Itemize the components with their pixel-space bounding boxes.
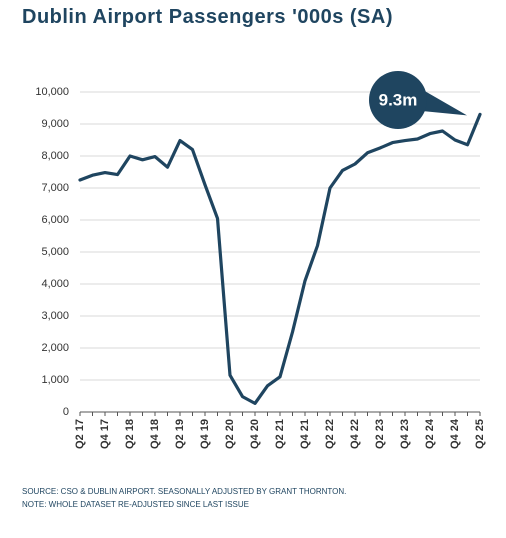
x-tick-label: Q2 22 — [324, 419, 336, 449]
x-tick-label: Q2 20 — [224, 419, 236, 449]
x-tick-label: Q4 24 — [449, 418, 461, 449]
x-tick-label: Q2 24 — [424, 418, 436, 449]
y-tick-label: 8,000 — [41, 150, 69, 162]
x-tick-label: Q2 25 — [474, 419, 486, 449]
x-tick-label: Q4 19 — [199, 419, 211, 449]
x-tick-label: Q4 20 — [249, 419, 261, 449]
x-tick-label: Q2 23 — [374, 419, 386, 449]
y-tick-label: 3,000 — [41, 310, 69, 322]
chart-notes: SOURCE: CSO & DUBLIN AIRPORT. SEASONALLY… — [22, 485, 346, 511]
x-tick-label: Q4 18 — [149, 419, 161, 449]
latest-value-callout: 9.3m — [369, 71, 467, 129]
y-tick-label: 4,000 — [41, 278, 69, 290]
x-tick-label: Q2 17 — [74, 419, 86, 449]
x-tick-label: Q4 21 — [299, 419, 311, 449]
x-tick-label: Q2 21 — [274, 419, 286, 449]
dataset-note: NOTE: WHOLE DATASET RE-ADJUSTED SINCE LA… — [22, 500, 250, 509]
source-note: SOURCE: CSO & DUBLIN AIRPORT. SEASONALLY… — [22, 487, 347, 496]
y-tick-label: 1,000 — [41, 374, 69, 386]
x-axis — [79, 411, 481, 416]
y-tick-label: 10,000 — [35, 86, 69, 98]
y-tick-label: 6,000 — [41, 214, 69, 226]
passengers-series-line — [78, 112, 482, 405]
callout-label: 9.3m — [379, 90, 418, 109]
x-tick-label: Q4 22 — [349, 419, 361, 449]
x-tick-label: Q4 17 — [99, 419, 111, 449]
y-tick-label: 5,000 — [41, 246, 69, 258]
callout-bubble — [369, 71, 427, 129]
x-tick-label: Q2 19 — [174, 419, 186, 449]
y-tick-label: 2,000 — [41, 342, 69, 354]
x-tick-label: Q4 23 — [399, 419, 411, 449]
y-tick-label: 9,000 — [41, 118, 69, 130]
x-axis-ticks: Q2 17 Q4 17 Q2 18 Q4 18 Q2 19 Q4 19 Q2 20 Q4 20… — [74, 418, 486, 449]
y-tick-label: 0 — [63, 406, 69, 418]
gridlines — [80, 91, 480, 381]
y-tick-label: 7,000 — [41, 182, 69, 194]
chart-title: Dublin Airport Passengers '000s (SA) — [22, 6, 393, 28]
callout-pointer — [416, 86, 467, 116]
x-tick-label: Q2 18 — [124, 419, 136, 449]
y-axis-ticks: 0 1,000 2,000 3,000 4,000 5,000 6,000 7,000 8,00… — [35, 86, 69, 418]
